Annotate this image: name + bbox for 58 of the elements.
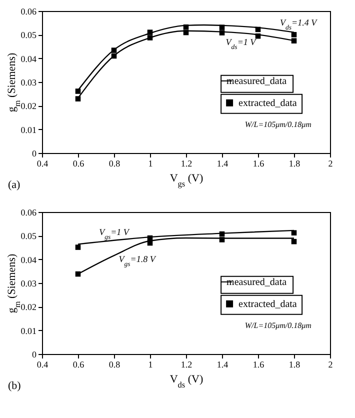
point bbox=[75, 244, 81, 250]
point bbox=[291, 38, 297, 44]
x-tick-label: 1.2 bbox=[180, 158, 192, 168]
y-tick-label: 0.03 bbox=[20, 278, 37, 288]
x-tick-label: 2 bbox=[328, 360, 333, 370]
point bbox=[219, 237, 225, 242]
point bbox=[111, 48, 117, 53]
x-tick-label: 2 bbox=[328, 158, 333, 168]
y-tick-label: 0.04 bbox=[20, 254, 37, 265]
x-tick-label: 0.4 bbox=[36, 360, 49, 370]
y-tick-label: 0.02 bbox=[20, 101, 36, 112]
x-tick-label: 0.4 bbox=[36, 158, 49, 168]
annotation: V$_{ds}$=1 V bbox=[226, 37, 258, 51]
legend-label: extracted_data bbox=[238, 298, 298, 310]
point bbox=[219, 24, 225, 30]
y-tick-label: 0.06 bbox=[20, 6, 37, 16]
y-tick-label: 0.05 bbox=[20, 231, 37, 242]
x-tick-label: 1 bbox=[148, 360, 153, 370]
y-tick-label: 0.01 bbox=[20, 124, 36, 135]
y-tick-label: 0.05 bbox=[20, 30, 37, 40]
point bbox=[147, 35, 153, 40]
point bbox=[219, 30, 225, 36]
x-tick-label: 1.2 bbox=[180, 360, 192, 370]
annotation: W/L=105μm/0.18μm bbox=[244, 320, 312, 330]
annotation: V$_{gs}$=1.8 V bbox=[118, 254, 157, 268]
annotation: V$_{gs}$=1 V bbox=[99, 226, 130, 240]
text: (a) bbox=[8, 179, 21, 191]
text: measured_data bbox=[226, 276, 288, 288]
y-tick-label: 0.02 bbox=[20, 302, 36, 312]
x-tick-label: 1.4 bbox=[216, 360, 229, 370]
x-tick-label: 1.4 bbox=[216, 158, 229, 168]
legend-label: extracted_data bbox=[238, 98, 298, 109]
y-tick-label: 0 bbox=[32, 148, 37, 158]
x-axis-title: V$_{gs}$ (V) bbox=[170, 172, 204, 188]
point bbox=[291, 230, 297, 236]
x-tick-label: 1.8 bbox=[288, 360, 301, 370]
x-tick-label: 1.8 bbox=[288, 158, 301, 168]
x-tick-label: 1.6 bbox=[252, 158, 265, 168]
y-tick-label: 0 bbox=[32, 350, 37, 360]
point bbox=[75, 96, 81, 102]
text: measured_data bbox=[226, 76, 288, 87]
x-tick-label: 0.6 bbox=[72, 158, 85, 168]
y-tick-label: 0.04 bbox=[20, 54, 37, 64]
x-tick-label: 1.6 bbox=[252, 360, 265, 370]
x-tick-label: 0.6 bbox=[72, 360, 85, 370]
annotation: W/L=105μm/0.18μm bbox=[244, 120, 312, 129]
y-tick-label: 0.06 bbox=[20, 208, 37, 218]
x-axis-title: V$_{ds}$ (V) bbox=[170, 374, 204, 389]
point bbox=[291, 32, 297, 38]
x-tick-label: 1 bbox=[148, 158, 153, 168]
annotation: V$_{ds}$=1.4 V bbox=[280, 17, 318, 31]
point bbox=[147, 30, 153, 35]
y-tick-label: 0.03 bbox=[20, 78, 37, 88]
text: (b) bbox=[8, 380, 22, 392]
x-tick-label: 0.8 bbox=[108, 360, 121, 370]
y-tick-label: 0.01 bbox=[20, 326, 36, 336]
point bbox=[75, 88, 81, 94]
x-tick-label: 0.8 bbox=[108, 158, 121, 168]
